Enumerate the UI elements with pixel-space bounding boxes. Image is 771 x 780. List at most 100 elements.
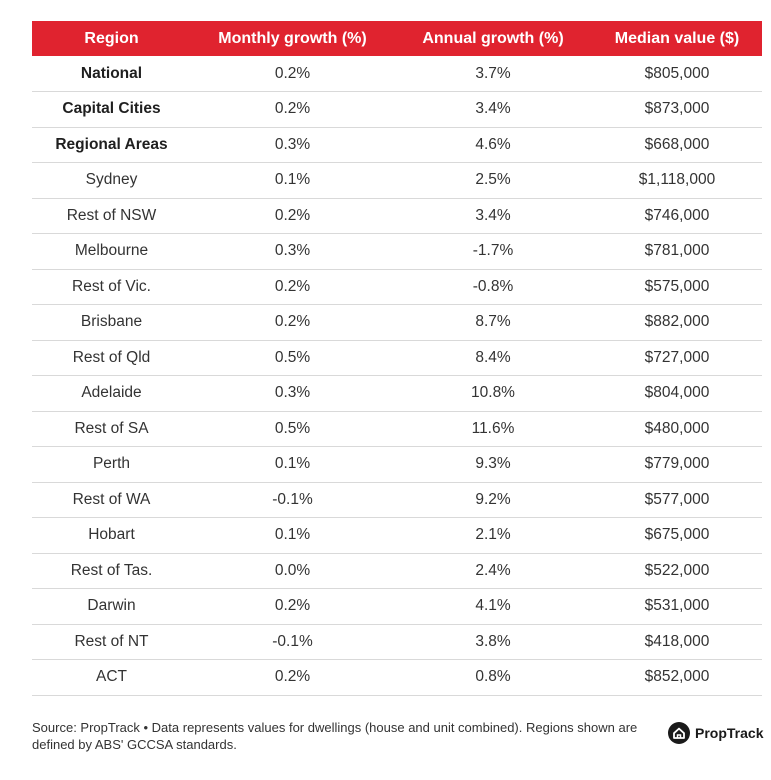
cell-monthly-growth: -0.1%: [272, 632, 313, 650]
cell-median-value: $577,000: [644, 490, 710, 508]
cell-region: Darwin: [87, 597, 136, 615]
table-row: Melbourne 0.3% -1.7% $781,000: [32, 234, 762, 269]
cell-annual-growth: 8.4%: [475, 348, 511, 366]
cell-region: Rest of NT: [74, 632, 149, 650]
cell-region: Regional Areas: [55, 135, 168, 153]
cell-annual-growth: 3.4%: [475, 206, 511, 224]
cell-median-value: $882,000: [644, 313, 710, 331]
cell-monthly-growth: 0.0%: [274, 561, 311, 579]
cell-annual-growth: 3.4%: [475, 100, 511, 118]
cell-region: Hobart: [88, 526, 135, 544]
table-row: Rest of NSW 0.2% 3.4% $746,000: [32, 198, 762, 234]
cell-median-value: $746,000: [644, 206, 710, 224]
cell-annual-growth: 2.1%: [475, 526, 511, 544]
cell-annual-growth: 9.3%: [475, 455, 511, 473]
cell-region: Melbourne: [74, 242, 149, 260]
header-annual-growth: Annual growth (%): [422, 29, 564, 47]
header-region: Region: [84, 29, 139, 47]
cell-annual-growth: 4.1%: [475, 597, 511, 615]
table-body: National 0.2% 3.7% $805,000 Capital Cities 0.…: [32, 56, 762, 695]
cell-region: ACT: [96, 668, 127, 686]
table-row: Hobart 0.1% 2.1% $675,000: [32, 518, 762, 553]
logo-text: PropTrack: [695, 725, 764, 741]
table-row: Brisbane 0.2% 8.7% $882,000: [32, 305, 762, 340]
growth-table: Region Monthly growth (%) Annual growth …: [32, 21, 762, 696]
cell-median-value: $779,000: [644, 455, 710, 473]
cell-annual-growth: 0.8%: [475, 668, 511, 686]
cell-monthly-growth: -0.1%: [272, 490, 313, 508]
cell-region: Rest of NSW: [66, 206, 157, 224]
cell-median-value: $727,000: [644, 348, 710, 366]
cell-median-value: $531,000: [644, 597, 710, 615]
cell-monthly-growth: 0.2%: [274, 668, 311, 686]
table-row: Regional Areas 0.3% 4.6% $668,000: [32, 127, 762, 163]
cell-annual-growth: 3.7%: [475, 64, 511, 82]
cell-median-value: $804,000: [644, 384, 710, 402]
table-header-row: Region Monthly growth (%) Annual growth …: [32, 21, 762, 56]
cell-monthly-growth: 0.3%: [274, 242, 311, 260]
cell-monthly-growth: 0.3%: [274, 135, 311, 153]
house-logo-icon: [668, 722, 690, 744]
cell-annual-growth: 9.2%: [475, 490, 511, 508]
cell-annual-growth: 2.5%: [475, 171, 511, 189]
table-row: Rest of Tas. 0.0% 2.4% $522,000: [32, 553, 762, 589]
cell-median-value: $873,000: [644, 100, 710, 118]
cell-region: Rest of Vic.: [72, 277, 151, 295]
cell-monthly-growth: 0.2%: [274, 277, 311, 295]
cell-median-value: $480,000: [644, 419, 710, 437]
cell-region: Rest of SA: [74, 419, 149, 437]
header-median-value: Median value ($): [614, 29, 740, 47]
cell-region: Perth: [92, 455, 131, 473]
header-monthly-growth: Monthly growth (%): [218, 29, 367, 47]
cell-median-value: $852,000: [644, 668, 710, 686]
cell-median-value: $805,000: [644, 64, 710, 82]
source-note: Source: PropTrack • Data represents valu…: [32, 720, 638, 752]
table-row: Rest of WA -0.1% 9.2% $577,000: [32, 482, 762, 518]
cell-region: Capital Cities: [62, 100, 161, 118]
cell-region: Sydney: [85, 171, 138, 189]
cell-median-value: $522,000: [644, 561, 710, 579]
cell-monthly-growth: 0.2%: [274, 313, 311, 331]
cell-annual-growth: 8.7%: [475, 313, 511, 331]
table-row: Sydney 0.1% 2.5% $1,118,000: [32, 163, 762, 198]
cell-annual-growth: -1.7%: [472, 242, 514, 260]
cell-region: Rest of WA: [72, 490, 151, 508]
cell-region: National: [80, 64, 143, 82]
cell-monthly-growth: 0.2%: [274, 206, 311, 224]
cell-monthly-growth: 0.5%: [274, 348, 311, 366]
table-row: Rest of NT -0.1% 3.8% $418,000: [32, 624, 762, 660]
cell-median-value: $575,000: [644, 277, 710, 295]
cell-monthly-growth: 0.1%: [274, 455, 311, 473]
cell-annual-growth: 4.6%: [475, 135, 511, 153]
table-row: National 0.2% 3.7% $805,000: [32, 56, 762, 92]
cell-annual-growth: 10.8%: [471, 384, 515, 402]
table-row: Adelaide 0.3% 10.8% $804,000: [32, 376, 762, 411]
cell-annual-growth: 3.8%: [475, 632, 511, 650]
cell-monthly-growth: 0.5%: [274, 419, 311, 437]
cell-monthly-growth: 0.1%: [274, 526, 311, 544]
table-row: Perth 0.1% 9.3% $779,000: [32, 447, 762, 482]
cell-region: Brisbane: [80, 313, 143, 331]
cell-monthly-growth: 0.2%: [274, 100, 311, 118]
cell-median-value: $418,000: [644, 632, 710, 650]
cell-monthly-growth: 0.2%: [274, 64, 311, 82]
cell-annual-growth: -0.8%: [472, 277, 514, 295]
table-row: Rest of SA 0.5% 11.6% $480,000: [32, 411, 762, 447]
cell-region: Rest of Qld: [72, 348, 151, 366]
cell-median-value: $668,000: [644, 135, 710, 153]
cell-median-value: $781,000: [644, 242, 710, 260]
cell-median-value: $675,000: [644, 526, 710, 544]
cell-region: Rest of Tas.: [70, 561, 153, 579]
cell-monthly-growth: 0.1%: [274, 171, 311, 189]
cell-annual-growth: 11.6%: [471, 419, 515, 437]
proptrack-logo: PropTrack: [668, 722, 763, 744]
table-row: Rest of Vic. 0.2% -0.8% $575,000: [32, 269, 762, 305]
table-row: Capital Cities 0.2% 3.4% $873,000: [32, 92, 762, 127]
growth-table-container: Region Monthly growth (%) Annual growth …: [32, 21, 762, 696]
table-row: ACT 0.2% 0.8% $852,000: [32, 660, 762, 695]
cell-median-value: $1,118,000: [638, 171, 716, 189]
cell-annual-growth: 2.4%: [475, 561, 511, 579]
cell-monthly-growth: 0.3%: [274, 384, 311, 402]
cell-region: Adelaide: [81, 384, 142, 402]
table-row: Darwin 0.2% 4.1% $531,000: [32, 589, 762, 624]
